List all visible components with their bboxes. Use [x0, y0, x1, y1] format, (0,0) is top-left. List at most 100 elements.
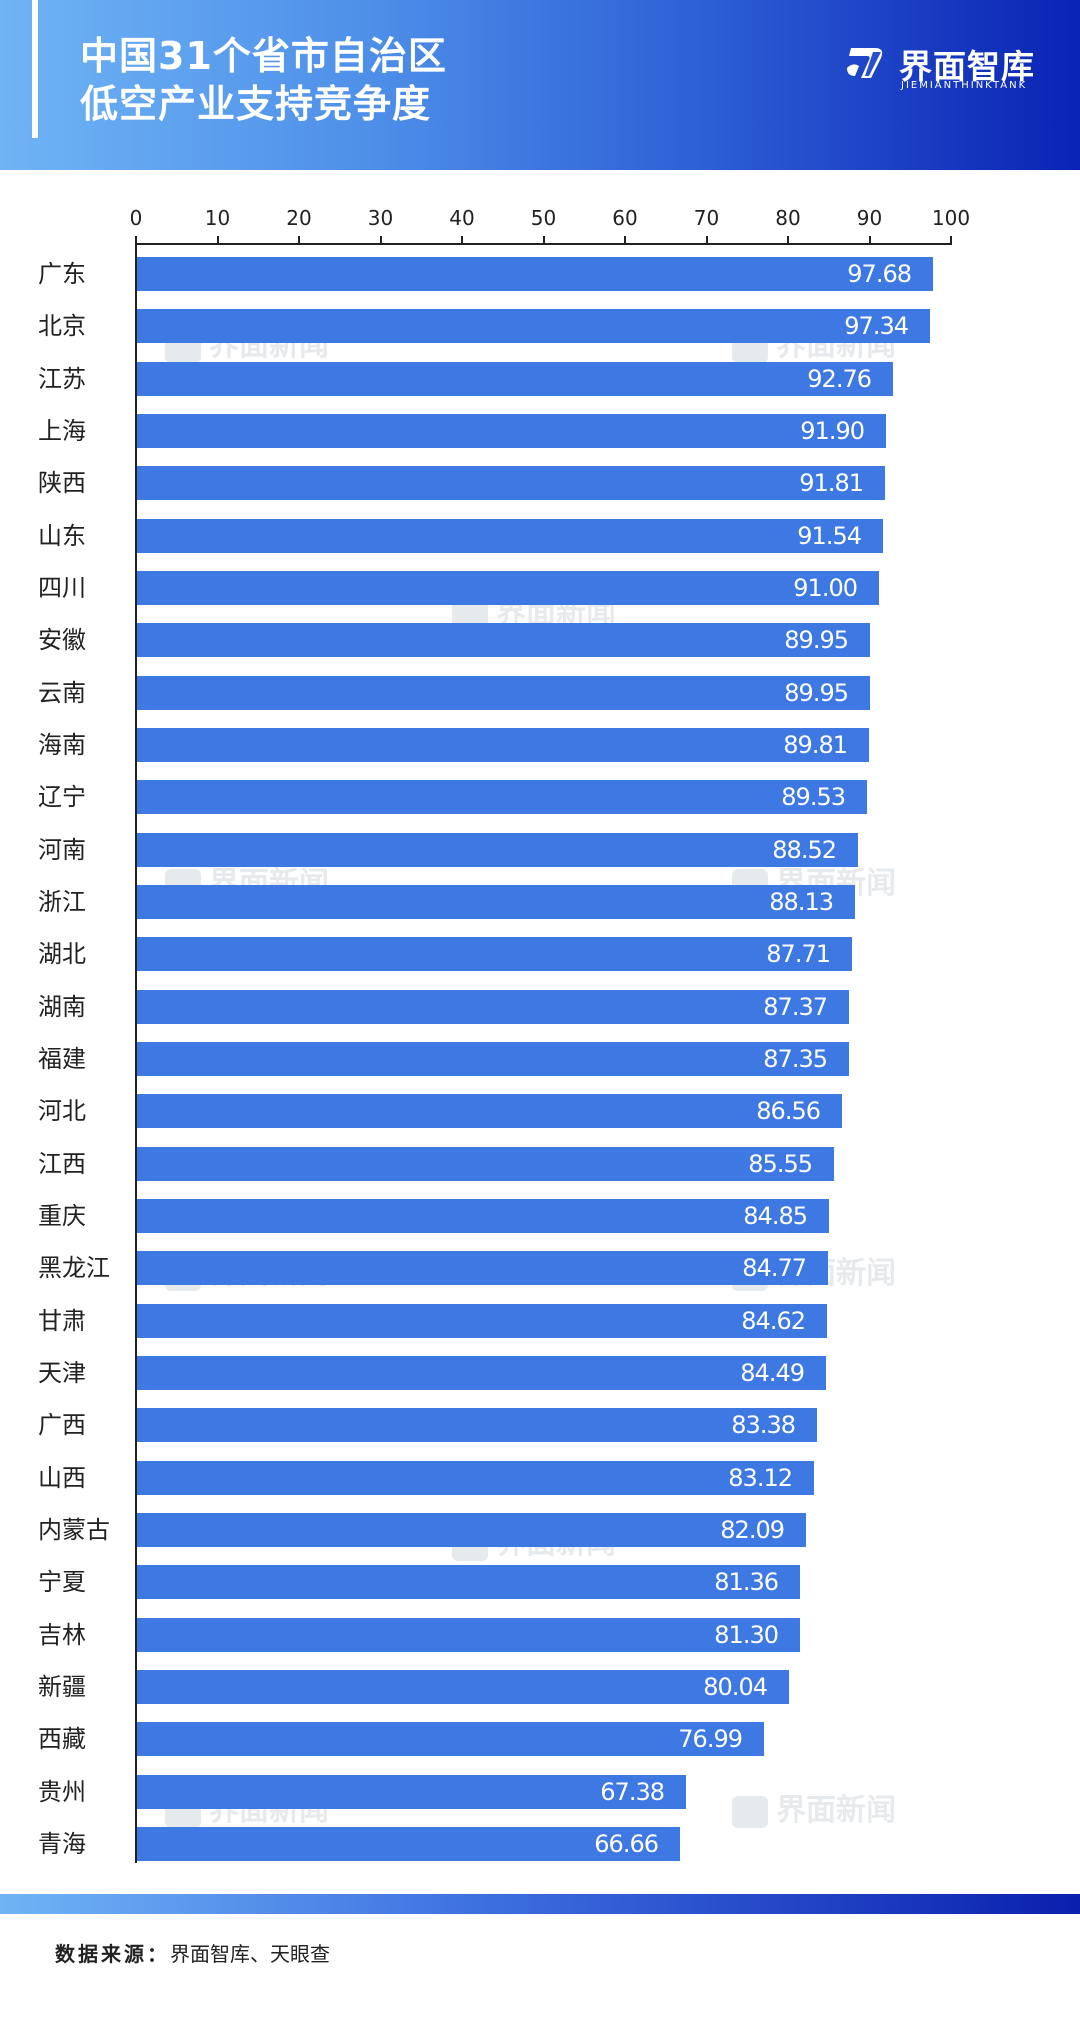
category-label: 重庆	[38, 1202, 86, 1230]
x-tick-label: 30	[367, 206, 394, 230]
bar-value-label: 91.54	[797, 522, 862, 550]
category-label: 内蒙古	[38, 1516, 110, 1544]
title-accent-bar	[32, 0, 38, 138]
bar: 89.53	[137, 780, 867, 814]
bar-value-label: 81.36	[714, 1568, 779, 1596]
x-tick-mark	[461, 236, 463, 244]
x-tick-label: 100	[931, 206, 971, 230]
bar-value-label: 87.35	[763, 1045, 828, 1073]
bar: 80.04	[137, 1670, 789, 1704]
x-tick-label: 20	[286, 206, 312, 230]
bar-value-label: 80.04	[703, 1673, 768, 1701]
x-tick-label: 40	[449, 206, 475, 230]
x-tick-mark	[787, 236, 789, 244]
category-label: 河南	[38, 836, 86, 864]
source-label: 数据来源：	[55, 1942, 170, 1966]
x-tick-mark	[135, 236, 137, 244]
category-label: 海南	[38, 731, 86, 759]
bar: 91.81	[137, 466, 885, 500]
x-tick-label: 70	[693, 206, 720, 230]
category-label: 天津	[38, 1359, 86, 1387]
bar: 84.77	[137, 1251, 828, 1285]
bar: 97.68	[137, 257, 933, 291]
category-label: 湖南	[38, 993, 86, 1021]
x-tick-mark	[379, 236, 382, 244]
bar-value-label: 84.85	[743, 1202, 808, 1230]
x-tick-mark	[950, 236, 952, 244]
footer-band	[0, 1894, 1080, 1914]
bar-value-label: 91.90	[800, 417, 865, 445]
bar: 91.54	[137, 519, 883, 553]
bar: 66.66	[137, 1827, 680, 1861]
bar: 87.35	[137, 1042, 849, 1076]
watermark-text: 界面新闻	[776, 1793, 896, 1828]
watermark: 界面新闻	[732, 1785, 896, 1829]
bar: 89.81	[137, 728, 869, 762]
bar: 82.09	[137, 1513, 806, 1547]
bar: 81.36	[137, 1565, 800, 1599]
bar-value-label: 89.95	[784, 626, 849, 654]
bar-value-label: 87.37	[763, 993, 828, 1021]
category-label: 湖北	[38, 940, 86, 968]
source-value: 界面智库、天眼查	[170, 1942, 330, 1966]
category-label: 山东	[38, 522, 86, 550]
bar-value-label: 76.99	[678, 1725, 743, 1753]
bar-value-label: 91.81	[799, 469, 864, 497]
category-label: 四川	[38, 574, 86, 602]
x-tick-mark	[542, 236, 545, 244]
bar-value-label: 84.77	[742, 1254, 807, 1282]
bar: 92.76	[137, 362, 893, 396]
x-tick-mark	[216, 236, 219, 244]
category-label: 广西	[38, 1411, 86, 1439]
category-label: 河北	[38, 1097, 86, 1125]
bar: 88.13	[137, 885, 855, 919]
bar: 67.38	[137, 1775, 686, 1809]
category-label: 青海	[38, 1830, 86, 1858]
x-tick-label: 60	[612, 206, 638, 230]
x-tick-label: 90	[856, 206, 883, 230]
bar: 87.71	[137, 937, 852, 971]
title-line-2: 低空产业支持竞争度	[80, 82, 432, 126]
category-label: 福建	[38, 1045, 86, 1073]
category-label: 安徽	[38, 626, 86, 654]
bar-value-label: 81.30	[714, 1621, 779, 1649]
logo-text-en: JIEMIANTHINKTANK	[901, 80, 1028, 91]
bar: 85.55	[137, 1147, 834, 1181]
bar: 84.62	[137, 1304, 827, 1338]
bar-value-label: 67.38	[600, 1778, 665, 1806]
category-label: 西藏	[38, 1725, 86, 1753]
bar-value-label: 84.62	[741, 1307, 806, 1335]
x-tick-label: 50	[530, 206, 557, 230]
bar: 86.56	[137, 1094, 842, 1128]
bar-value-label: 83.38	[731, 1411, 796, 1439]
bar-value-label: 85.55	[748, 1150, 813, 1178]
category-label: 上海	[38, 417, 86, 445]
x-tick-label: 10	[204, 206, 231, 230]
bar: 89.95	[137, 623, 870, 657]
bar: 89.95	[137, 676, 870, 710]
x-tick-mark	[705, 236, 708, 244]
bar: 91.90	[137, 414, 886, 448]
bar-value-label: 89.53	[781, 783, 846, 811]
bar: 88.52	[137, 833, 858, 867]
category-label: 陕西	[38, 469, 86, 497]
y-axis-line	[135, 243, 137, 1863]
bar-value-label: 88.13	[769, 888, 834, 916]
category-label: 新疆	[38, 1673, 86, 1701]
x-tick-mark	[624, 236, 626, 244]
category-label: 浙江	[38, 888, 86, 916]
bar-value-label: 86.56	[756, 1097, 821, 1125]
bar: 84.49	[137, 1356, 826, 1390]
bar: 83.12	[137, 1461, 814, 1495]
bar: 76.99	[137, 1722, 764, 1756]
category-label: 贵州	[38, 1778, 86, 1806]
x-tick-mark	[298, 236, 300, 244]
category-label: 江西	[38, 1150, 86, 1178]
x-tick-mark	[868, 236, 871, 244]
bar-value-label: 92.76	[807, 365, 872, 393]
bar-value-label: 91.00	[793, 574, 858, 602]
bar: 87.37	[137, 990, 849, 1024]
bar-value-label: 66.66	[594, 1830, 659, 1858]
header-banner: 中国31个省市自治区 低空产业支持竞争度 界面智库 JIEMIANTHINKTA…	[0, 0, 1080, 170]
bar: 83.38	[137, 1408, 817, 1442]
